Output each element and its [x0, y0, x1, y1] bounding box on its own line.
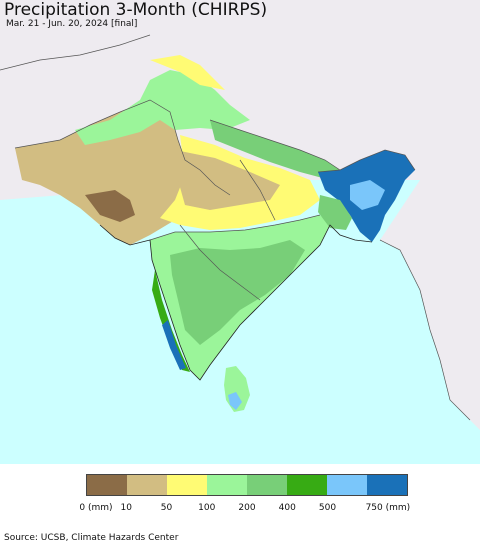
legend-label-4: 200: [238, 503, 256, 513]
region-northeast-light: [350, 180, 385, 210]
region-sri-lanka-wet: [228, 392, 242, 410]
region-north-india-tan: [175, 150, 280, 210]
outside-land-east: [380, 180, 480, 430]
legend-swatch-0: [87, 475, 127, 495]
legend-swatch-7: [367, 475, 407, 495]
legend-label-0: 0 (mm): [79, 503, 113, 513]
region-himalaya: [210, 120, 340, 180]
legend-swatch-1: [127, 475, 167, 495]
legend-label-2: 50: [160, 503, 173, 513]
legend-color-bar: [86, 474, 408, 496]
map-title: Precipitation 3-Month (CHIRPS): [4, 0, 268, 20]
region-peninsula-green: [170, 240, 305, 345]
legend-swatch-3: [207, 475, 247, 495]
legend-swatch-2: [167, 475, 207, 495]
legend-swatch-5: [287, 475, 327, 495]
legend-label-1: 10: [120, 503, 132, 513]
region-western-ghats: [152, 270, 190, 372]
source-credit: Source: UCSB, Climate Hazards Center: [4, 533, 179, 543]
region-driest: [85, 190, 135, 222]
region-north-yellow: [150, 55, 225, 90]
region-bangladesh-green: [318, 195, 352, 230]
legend-swatch-4: [247, 475, 287, 495]
legend-label-5: 400: [278, 503, 296, 513]
coastline: [99, 224, 373, 381]
legend-swatch-6: [327, 475, 367, 495]
map-subtitle: Mar. 21 - Jun. 20, 2024 [final]: [6, 19, 138, 29]
legend-label-7: 750 (mm): [365, 503, 411, 513]
legend-label-6: 500: [318, 503, 337, 513]
boundary-lines: [0, 34, 471, 421]
legend-label-3: 100: [198, 503, 216, 513]
region-kerala-coast: [162, 320, 186, 370]
